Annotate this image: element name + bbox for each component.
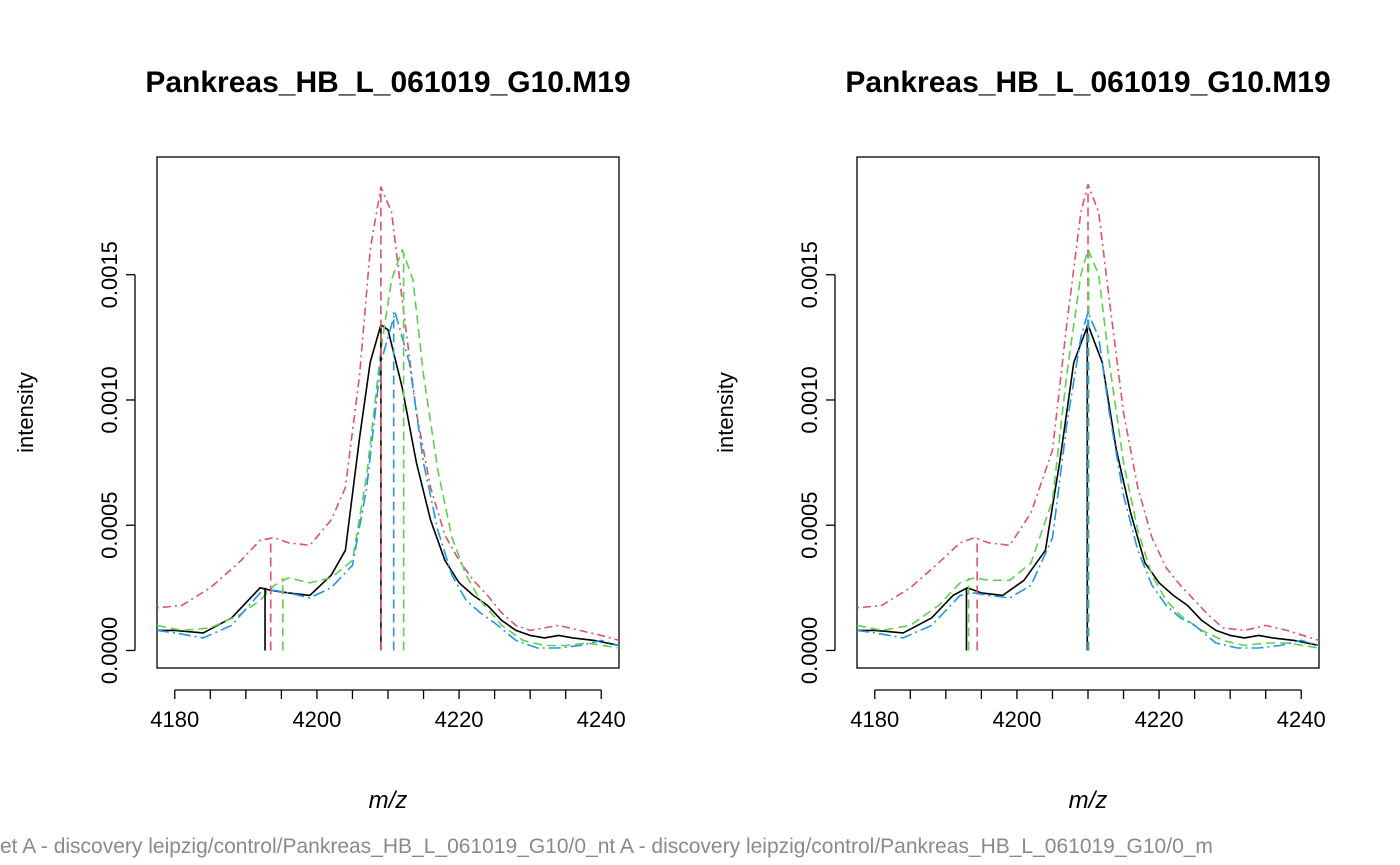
x-axis-label: m/z [1069,787,1108,814]
y-tick-label: 0.0010 [797,366,822,433]
series-line-3 [857,248,1319,649]
x-tick-label: 4220 [435,707,484,732]
x-axis-label: m/z [369,787,408,814]
series-line-1 [157,324,619,647]
x-tick-label: 4200 [992,707,1041,732]
chart-title: Pankreas_HB_L_061019_G10.M19 [145,66,630,99]
x-tick-label: 4180 [150,707,199,732]
series-line-1 [857,324,1319,647]
y-axis-label: intensity [13,372,38,453]
series-line-4 [157,311,619,649]
y-tick-label: 0.0015 [97,241,122,308]
y-tick-label: 0.0000 [797,617,822,684]
chart-panel-left: Pankreas_HB_L_061019_G10.M19 4180 4200 4220… [13,66,631,814]
chart-title: Pankreas_HB_L_061019_G10.M19 [845,66,1330,99]
chart-panel-right: Pankreas_HB_L_061019_G10.M19 4180 4200 4220… [713,66,1331,814]
y-tick-label: 0.0005 [797,492,822,559]
series-line-3 [157,248,619,649]
y-axis-label: intensity [713,372,738,453]
y-tick-label: 0.0000 [97,617,122,684]
x-tick-label: 4220 [1135,707,1184,732]
y-tick-label: 0.0015 [797,241,822,308]
plot-frame [156,156,620,669]
series-line-4 [857,311,1319,649]
y-tick-label: 0.0010 [97,366,122,433]
x-tick-label: 4240 [577,707,626,732]
x-tick-label: 4180 [850,707,899,732]
plot-frame [856,156,1320,669]
plot-data-area [157,186,619,651]
plot-data-area [857,183,1319,651]
x-tick-label: 4200 [292,707,341,732]
y-tick-label: 0.0005 [97,492,122,559]
footer-path-text: et A - discovery leipzig/control/Pankrea… [0,835,1213,858]
series-line-2 [157,186,619,642]
series-line-2 [857,183,1319,642]
x-tick-label: 4240 [1277,707,1326,732]
